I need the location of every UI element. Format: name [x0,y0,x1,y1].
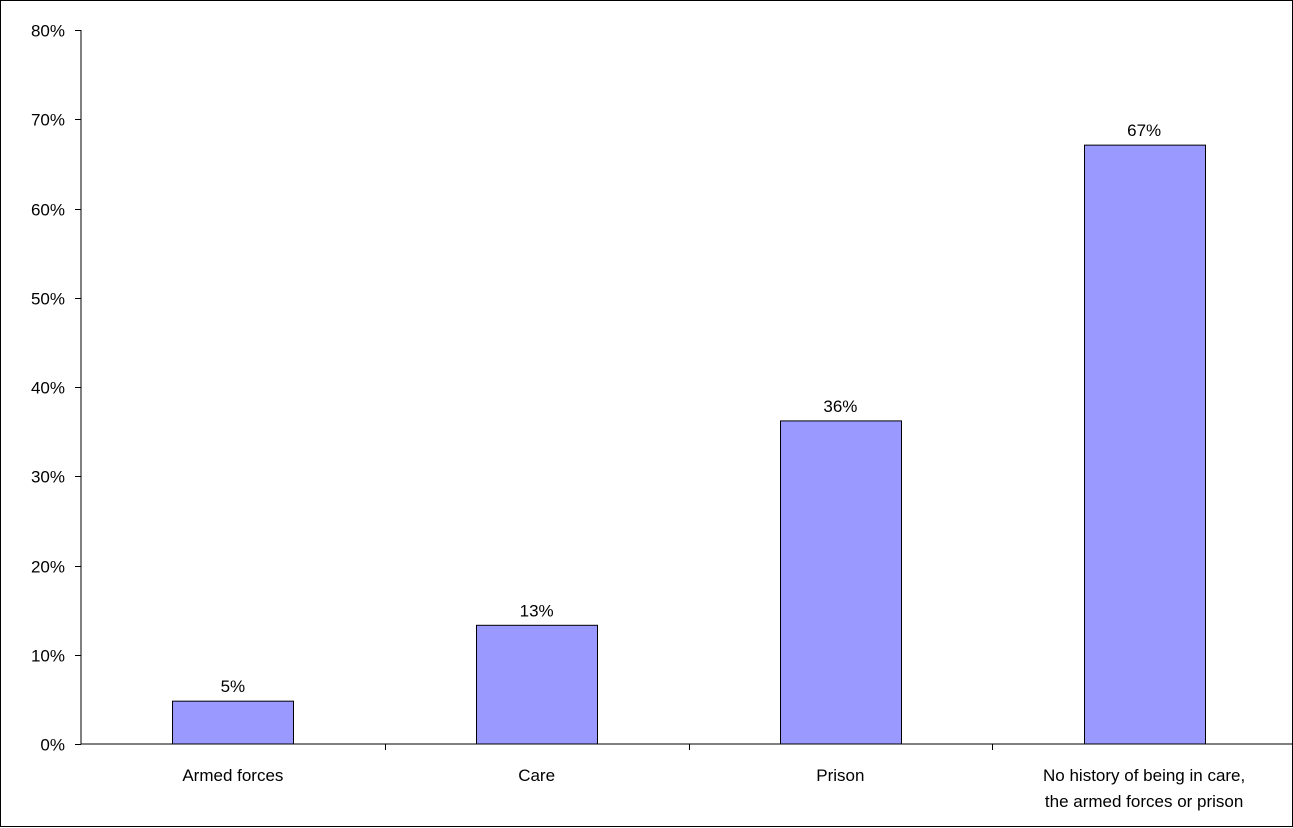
data-label: 67% [1127,121,1161,140]
y-tick-label: 10% [31,647,65,666]
x-category-label: No history of being in care, [1043,766,1245,785]
x-category-label: Armed forces [182,766,283,785]
y-tick-label: 50% [31,290,65,309]
y-tick-label: 70% [31,111,65,130]
x-category-label: the armed forces or prison [1045,792,1243,811]
y-tick-label: 20% [31,558,65,577]
data-label: 13% [520,601,554,620]
y-tick-label: 80% [31,22,65,41]
x-category-label: Care [518,766,555,785]
data-label: 36% [823,397,857,416]
data-label: 5% [221,677,246,696]
y-tick-label: 30% [31,468,65,487]
bar [1084,144,1206,745]
bar [172,700,294,745]
bar [476,624,598,745]
bar [780,420,902,745]
y-tick-label: 0% [40,736,65,755]
y-tick-label: 40% [31,379,65,398]
x-category-label: Prison [816,766,864,785]
y-tick-label: 60% [31,201,65,220]
